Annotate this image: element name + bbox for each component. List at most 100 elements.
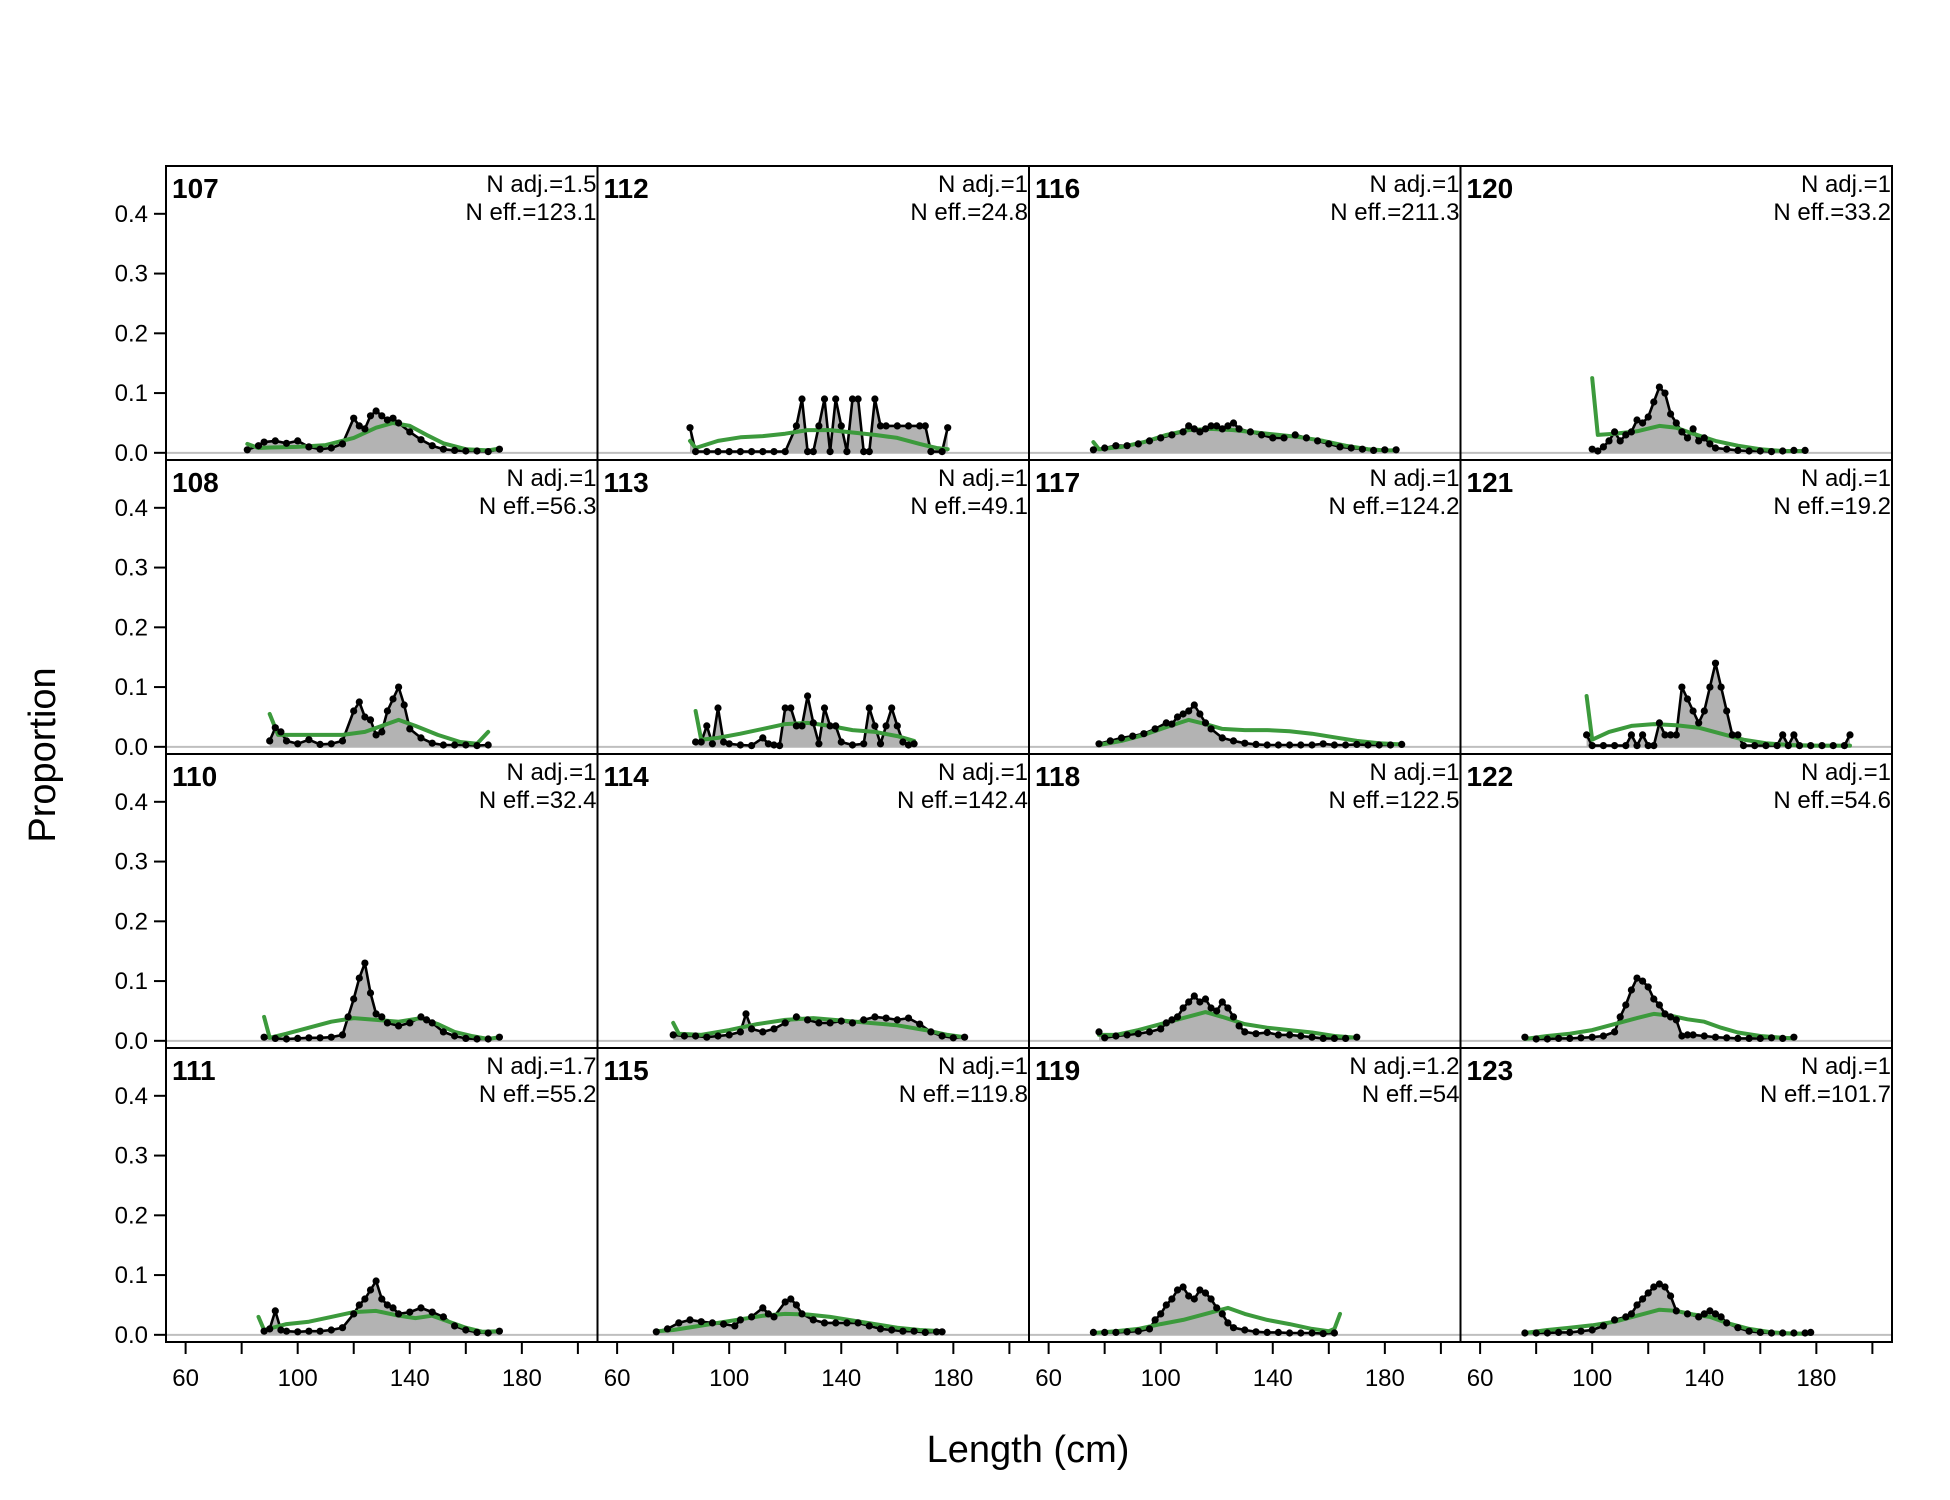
observed-point bbox=[910, 740, 918, 748]
observed-point bbox=[1095, 1028, 1103, 1036]
observed-point bbox=[1639, 419, 1647, 427]
observed-point bbox=[1790, 731, 1798, 739]
observed-point bbox=[1734, 731, 1742, 739]
observed-point bbox=[899, 738, 907, 746]
observed-point bbox=[1700, 707, 1708, 715]
observed-point bbox=[1123, 442, 1131, 450]
observed-point bbox=[792, 1013, 801, 1021]
observed-point bbox=[1751, 742, 1759, 750]
observed-point bbox=[1089, 446, 1097, 454]
observed-point bbox=[736, 448, 745, 456]
observed-point bbox=[389, 414, 397, 422]
observed-point bbox=[826, 1019, 834, 1027]
observed-point bbox=[860, 448, 868, 456]
observed-point bbox=[904, 422, 913, 430]
observed-point bbox=[316, 740, 324, 749]
observed-point bbox=[1739, 742, 1748, 750]
observed-point bbox=[462, 741, 470, 749]
n-adj-label: N adj.=1 bbox=[1369, 759, 1459, 786]
n-eff-label: N eff.=24.8 bbox=[910, 199, 1028, 226]
observed-point bbox=[1773, 742, 1781, 750]
observed-point bbox=[1095, 740, 1103, 748]
observed-point bbox=[1274, 741, 1282, 749]
observed-point bbox=[406, 1019, 414, 1027]
observed-point bbox=[792, 422, 801, 430]
observed-point bbox=[1286, 1329, 1294, 1337]
observed-point bbox=[736, 741, 745, 749]
observed-point bbox=[748, 1313, 756, 1321]
panel-id-label: 107 bbox=[172, 173, 219, 204]
panel-116: 116 N adj.=1N eff.=211.3 bbox=[1028, 165, 1462, 461]
observed-point bbox=[832, 395, 840, 403]
observed-point bbox=[882, 1014, 890, 1022]
observed-point bbox=[1622, 742, 1630, 750]
observed-point bbox=[932, 1328, 941, 1336]
observed-point bbox=[1157, 1025, 1165, 1033]
observed-point bbox=[1683, 1310, 1692, 1318]
observed-point bbox=[1661, 1010, 1669, 1018]
observed-point bbox=[1269, 434, 1277, 442]
observed-point bbox=[1117, 734, 1126, 742]
panel-110: 110 N adj.=1N eff.=32.4 bbox=[165, 753, 599, 1049]
n-adj-label: N adj.=1 bbox=[1369, 465, 1459, 492]
y-tick-label: 0.2 bbox=[115, 614, 148, 641]
observed-point bbox=[1252, 1328, 1260, 1336]
observed-point bbox=[1224, 1004, 1232, 1012]
observed-point bbox=[725, 448, 733, 456]
observed-point bbox=[439, 741, 447, 749]
panel-frame bbox=[1459, 1047, 1893, 1343]
observed-point bbox=[1342, 741, 1350, 749]
n-adj-label: N adj.=1.2 bbox=[1349, 1053, 1459, 1080]
observed-point bbox=[736, 1316, 745, 1324]
observed-point bbox=[1678, 1032, 1686, 1040]
observed-point bbox=[1756, 1328, 1764, 1336]
panel-id-label: 113 bbox=[604, 467, 649, 498]
observed-point bbox=[1151, 1316, 1159, 1324]
observed-point bbox=[1145, 1325, 1154, 1333]
observed-area bbox=[1586, 663, 1850, 747]
observed-point bbox=[938, 1328, 946, 1336]
observed-point bbox=[921, 1328, 929, 1336]
observed-point bbox=[1336, 443, 1344, 451]
observed-point bbox=[338, 737, 347, 745]
observed-point bbox=[428, 739, 436, 747]
observed-point bbox=[860, 1016, 868, 1024]
observed-point bbox=[1723, 707, 1731, 715]
observed-point bbox=[1201, 995, 1210, 1003]
observed-point bbox=[1588, 1033, 1596, 1041]
observed-point bbox=[282, 439, 291, 447]
observed-point bbox=[1173, 713, 1182, 721]
observed-area bbox=[269, 687, 489, 747]
n-eff-label: N eff.=54 bbox=[1362, 1081, 1460, 1108]
observed-point bbox=[1168, 1295, 1176, 1303]
observed-point bbox=[1140, 730, 1148, 738]
observed-point bbox=[383, 416, 391, 424]
observed-point bbox=[843, 448, 851, 456]
observed-point bbox=[804, 692, 812, 700]
observed-point bbox=[1795, 742, 1804, 750]
observed-point bbox=[282, 1035, 291, 1043]
y-tick-label: 0.2 bbox=[115, 908, 148, 935]
expected-line bbox=[267, 712, 491, 746]
observed-point bbox=[1644, 413, 1652, 421]
observed-point bbox=[1286, 1031, 1294, 1039]
observed-point bbox=[1353, 740, 1361, 749]
observed-line bbox=[246, 409, 500, 453]
observed-point bbox=[1235, 425, 1243, 433]
observed-point bbox=[1611, 1028, 1619, 1036]
observed-point bbox=[1235, 1022, 1243, 1030]
n-eff-label: N eff.=124.2 bbox=[1329, 493, 1460, 520]
observed-point bbox=[1840, 742, 1848, 750]
panel-id-label: 119 bbox=[1035, 1055, 1080, 1086]
observed-point bbox=[781, 1019, 789, 1027]
observed-point bbox=[697, 738, 705, 746]
panel-120: 120 N adj.=1N eff.=33.2 bbox=[1459, 165, 1893, 461]
observed-area bbox=[1099, 705, 1402, 747]
observed-point bbox=[451, 1322, 459, 1330]
n-eff-label: N eff.=101.7 bbox=[1760, 1081, 1891, 1108]
y-tick-label: 0.2 bbox=[115, 1202, 148, 1229]
observed-point bbox=[1151, 725, 1159, 733]
observed-point bbox=[1201, 719, 1210, 727]
observed-point bbox=[865, 704, 873, 712]
observed-point bbox=[1779, 731, 1787, 739]
